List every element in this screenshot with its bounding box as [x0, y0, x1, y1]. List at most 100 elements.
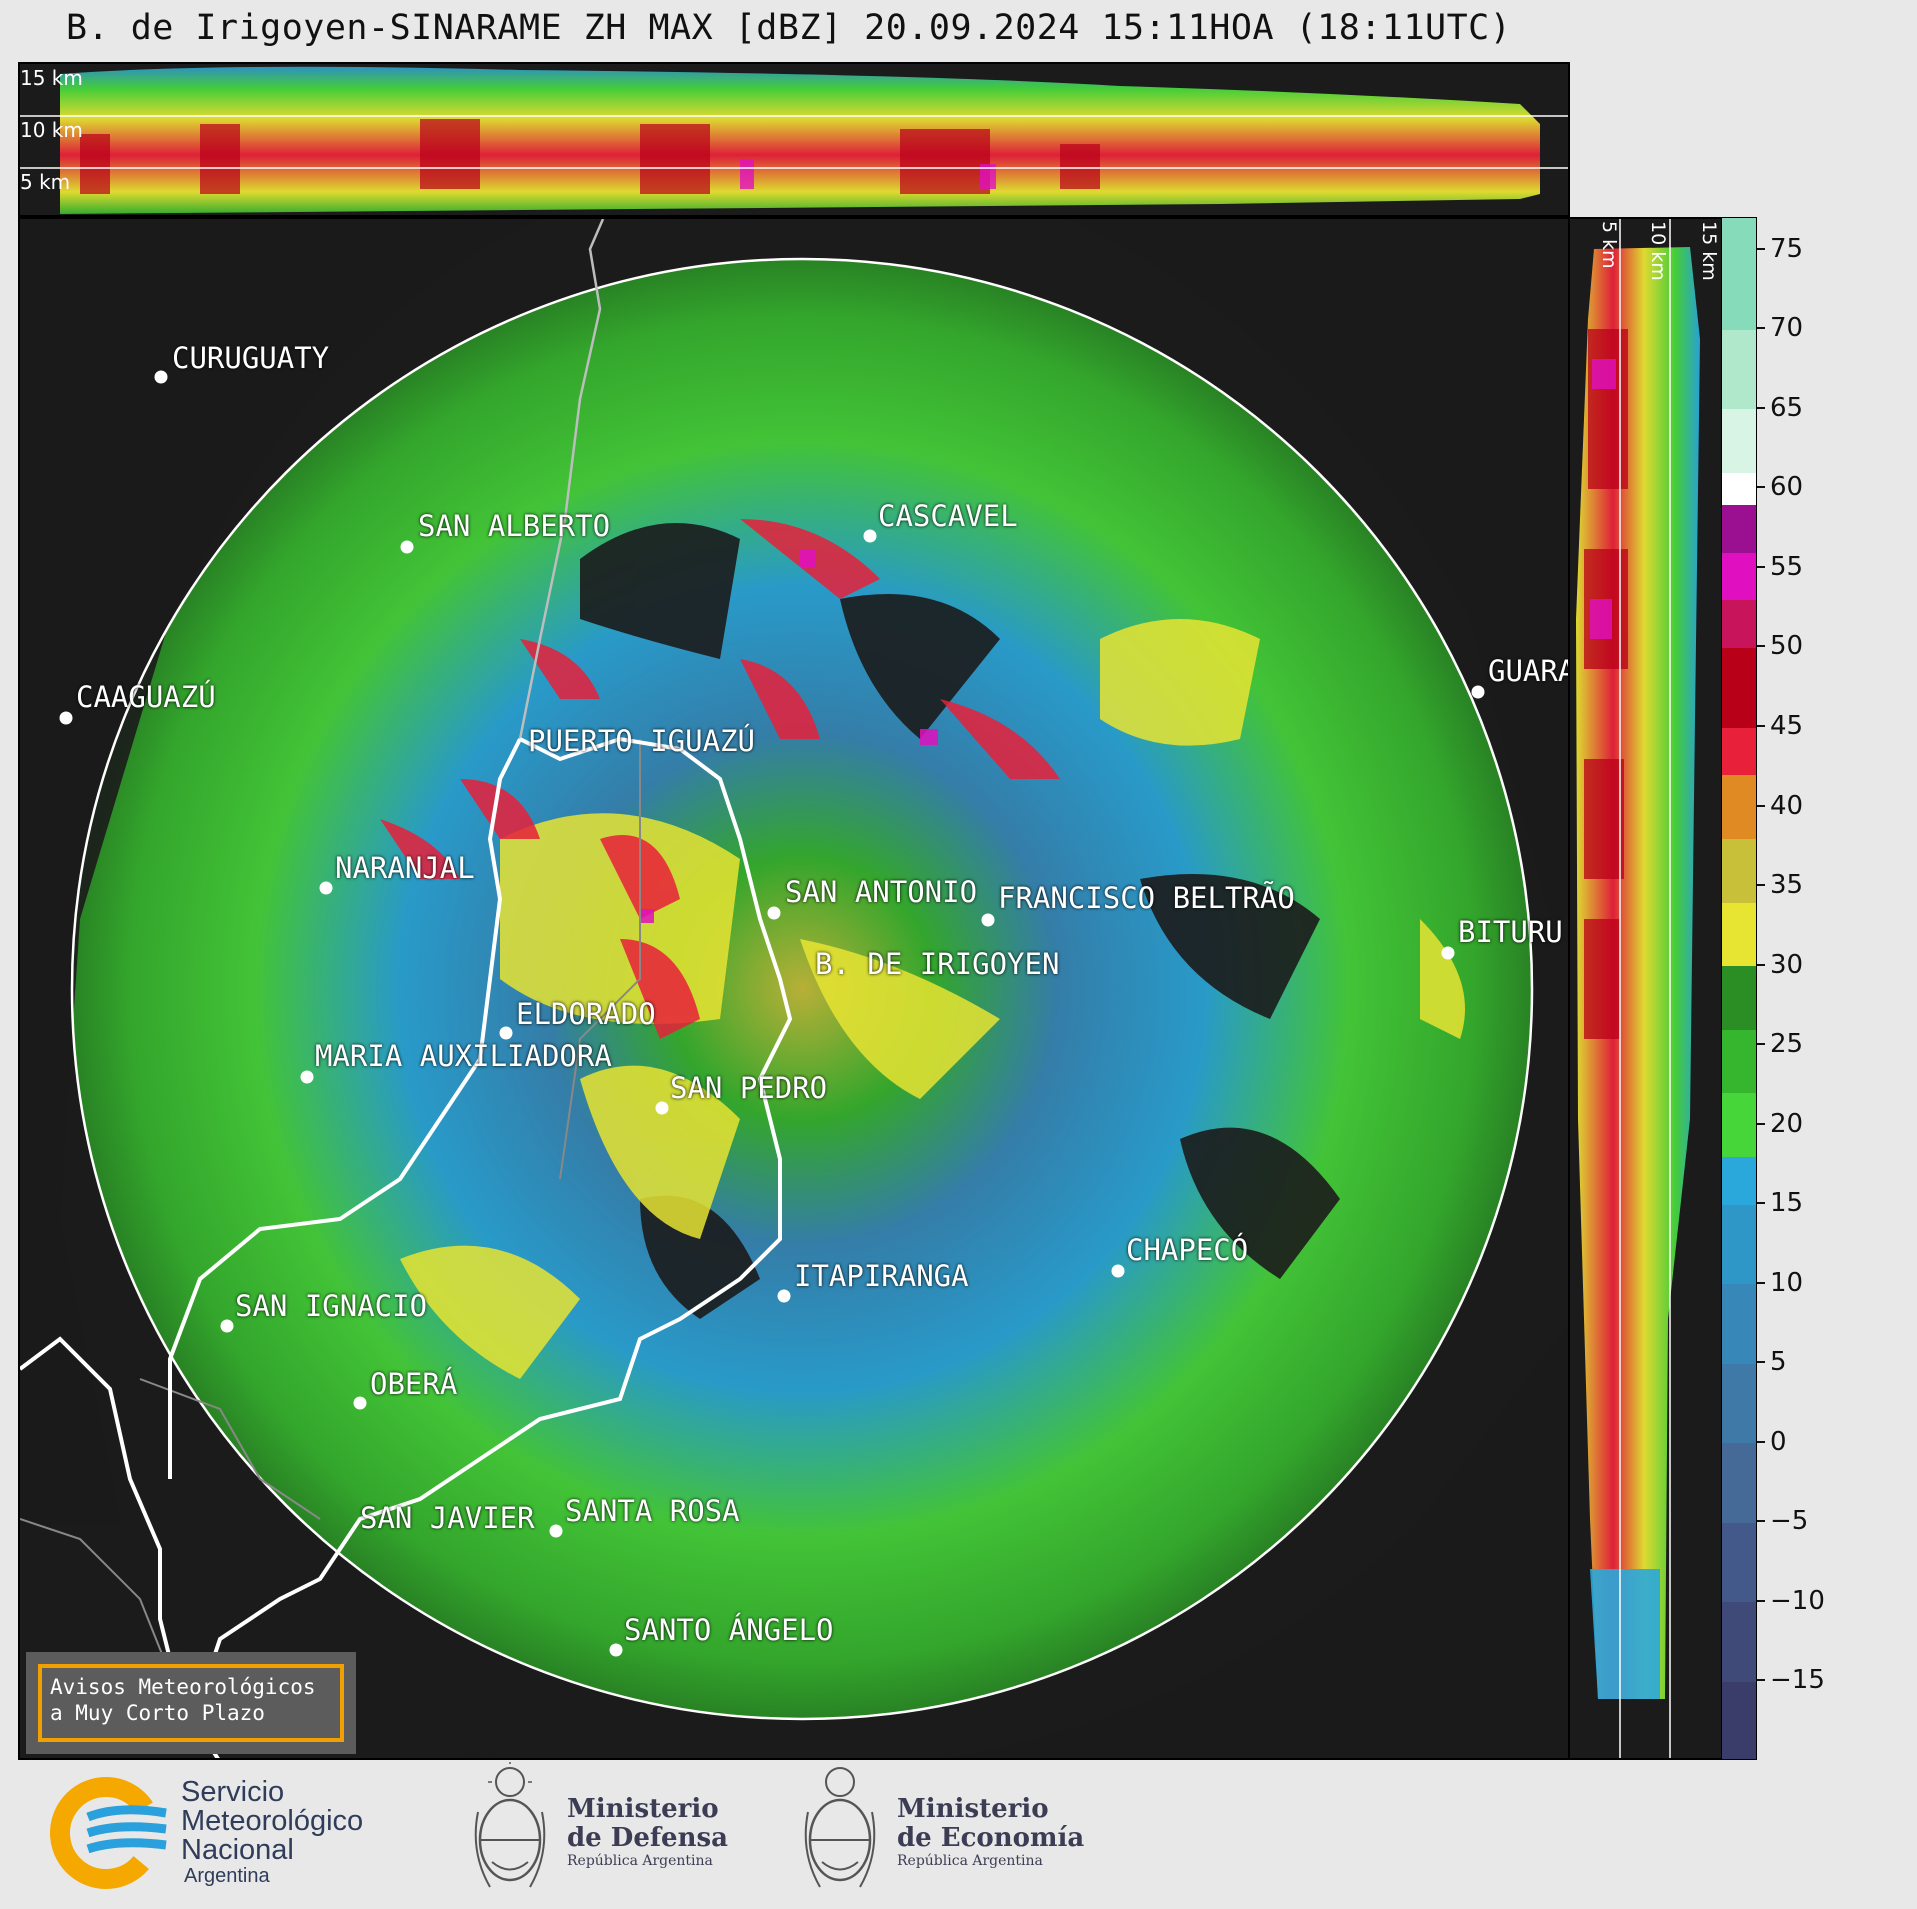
- colorbar-band: [1722, 1442, 1756, 1523]
- colorbar-tick-label: 20: [1770, 1108, 1804, 1139]
- defensa-logo-text: Ministerio de Defensa República Argentin…: [567, 1794, 728, 1870]
- city-label-eldorado: ELDORADO: [516, 997, 656, 1031]
- colorbar-tick-label: −5: [1770, 1506, 1809, 1537]
- colorbar-tick-mark: [1757, 1440, 1765, 1443]
- city-dot-curuguaty: [154, 370, 168, 384]
- colorbar-band: [1722, 218, 1756, 330]
- colorbar-band: [1722, 965, 1756, 1030]
- city-label-san-javier: SAN JAVIER: [360, 1501, 535, 1535]
- colorbar-band: [1722, 408, 1756, 473]
- colorbar-tick-mark: [1757, 963, 1765, 966]
- city-dot-caaguazu: [59, 711, 73, 725]
- colorbar-band: [1722, 1029, 1756, 1094]
- colorbar-tick-label: 55: [1770, 551, 1804, 582]
- colorbar-band: [1722, 1601, 1756, 1682]
- radar-map-panel: CURUGUATY SAN ALBERTO CAAGUAZÚ CASCAVEL …: [18, 217, 1570, 1760]
- city-label-francisco-beltrao: FRANCISCO BELTRÃO: [998, 881, 1295, 915]
- colorbar-tick-label: 75: [1770, 233, 1804, 264]
- colorbar-tick-mark: [1757, 1043, 1765, 1046]
- colorbar-tick-mark: [1757, 1520, 1765, 1523]
- colorbar-tick-mark: [1757, 1599, 1765, 1602]
- warning-link[interactable]: Avisos Meteorológicos a Muy Corto Plazo: [38, 1664, 344, 1742]
- warning-box[interactable]: Avisos Meteorológicos a Muy Corto Plazo: [26, 1652, 356, 1754]
- colorbar-band: [1722, 647, 1756, 728]
- colorbar-band: [1722, 1092, 1756, 1158]
- city-label-caaguazu: CAAGUAZÚ: [76, 680, 216, 714]
- colorbar-tick-label: 10: [1770, 1267, 1804, 1298]
- colorbar-band: [1722, 1283, 1756, 1364]
- top-profile-panel: 15 km 10 km 5 km: [18, 62, 1570, 217]
- coat-of-arms-icon-economia: [804, 1767, 876, 1888]
- colorbar-tick-label: 25: [1770, 1029, 1804, 1060]
- colorbar-tick-label: 5: [1770, 1347, 1787, 1378]
- city-dot-santa-rosa: [549, 1524, 563, 1538]
- city-label-puerto-iguazu: PUERTO IGUAZÚ: [528, 724, 755, 758]
- city-label-bituru: BITURU: [1458, 915, 1563, 949]
- top-profile-image: [20, 66, 1568, 214]
- city-dot-chapeco: [1111, 1264, 1125, 1278]
- snm-logo-text: Servicio Meteorológico Nacional Argentin…: [181, 1778, 363, 1888]
- height-label-15km: 15 km: [20, 66, 83, 90]
- colorbar-band: [1722, 727, 1756, 776]
- city-label-san-antonio: SAN ANTONIO: [785, 875, 978, 909]
- colorbar-tick-mark: [1757, 1361, 1765, 1364]
- colorbar-tick-mark: [1757, 486, 1765, 489]
- city-label-cascavel: CASCAVEL: [878, 499, 1018, 533]
- side-height-label-10km: 10 km: [1647, 221, 1669, 281]
- colorbar-tick-label: 60: [1770, 472, 1804, 503]
- colorbar-tick-mark: [1757, 1281, 1765, 1284]
- colorbar-tick-mark: [1757, 406, 1765, 409]
- city-dot-guara: [1471, 685, 1485, 699]
- dbz-colorbar: [1721, 217, 1757, 1760]
- city-dot-naranjal: [319, 881, 333, 895]
- colorbar-band: [1722, 504, 1756, 553]
- height-label-5km: 5 km: [20, 170, 71, 194]
- city-dot-obera: [353, 1396, 367, 1410]
- colorbar-tick-label: 40: [1770, 790, 1804, 821]
- colorbar-tick-label: 30: [1770, 949, 1804, 980]
- city-label-san-ignacio: SAN IGNACIO: [235, 1289, 428, 1323]
- colorbar-tick-mark: [1757, 1679, 1765, 1682]
- colorbar-tick-mark: [1757, 565, 1765, 568]
- defensa-sub: República Argentina: [567, 1853, 713, 1869]
- colorbar-tick-mark: [1757, 884, 1765, 887]
- colorbar-band: [1722, 472, 1756, 505]
- city-label-santo-angelo: SANTO ÁNGELO: [624, 1613, 834, 1647]
- city-dot-san-alberto: [400, 540, 414, 554]
- colorbar-band: [1722, 774, 1756, 839]
- city-label-obera: OBERÁ: [370, 1367, 458, 1401]
- city-dot-san-ignacio: [220, 1319, 234, 1333]
- city-dot-santo-angelo: [609, 1643, 623, 1657]
- colorbar-tick-mark: [1757, 327, 1765, 330]
- economia-line-1: Ministerio: [897, 1794, 1049, 1824]
- snm-line-1: Servicio: [181, 1776, 285, 1808]
- city-label-naranjal: NARANJAL: [335, 851, 475, 885]
- range-ring: [70, 257, 1534, 1721]
- defensa-line-1: Ministerio: [567, 1794, 719, 1824]
- city-label-maria-auxiliadora: MARIA AUXILIADORA: [315, 1039, 612, 1073]
- colorbar-band: [1722, 1156, 1756, 1205]
- warning-line-2: a Muy Corto Plazo: [50, 1701, 265, 1725]
- side-profile-panel: 5 km 10 km 15 km: [1568, 217, 1723, 1760]
- snm-line-2: Meteorológico: [181, 1805, 364, 1837]
- city-label-curuguaty: CURUGUATY: [172, 341, 330, 375]
- colorbar-band: [1722, 329, 1756, 410]
- coat-of-arms-icon-defensa: [474, 1762, 546, 1888]
- city-dot-san-pedro: [655, 1101, 669, 1115]
- radar-map: [20, 219, 1568, 1758]
- snm-country: Argentina: [184, 1865, 270, 1887]
- city-dot-bituru: [1441, 946, 1455, 960]
- colorbar-tick-label: 70: [1770, 313, 1804, 344]
- city-label-san-pedro: SAN PEDRO: [670, 1071, 828, 1105]
- colorbar-tick-label: 45: [1770, 711, 1804, 742]
- side-height-label-5km: 5 km: [1598, 221, 1620, 269]
- colorbar-band: [1722, 552, 1756, 601]
- snm-logo-icon: [50, 1777, 167, 1889]
- colorbar-tick-mark: [1757, 1122, 1765, 1125]
- colorbar-tick-mark: [1757, 645, 1765, 648]
- defensa-line-2: de Defensa: [567, 1823, 728, 1853]
- colorbar-band: [1722, 1204, 1756, 1285]
- city-label-san-alberto: SAN ALBERTO: [418, 509, 611, 543]
- colorbar-tick-label: 50: [1770, 631, 1804, 662]
- city-dot-eldorado: [499, 1026, 513, 1040]
